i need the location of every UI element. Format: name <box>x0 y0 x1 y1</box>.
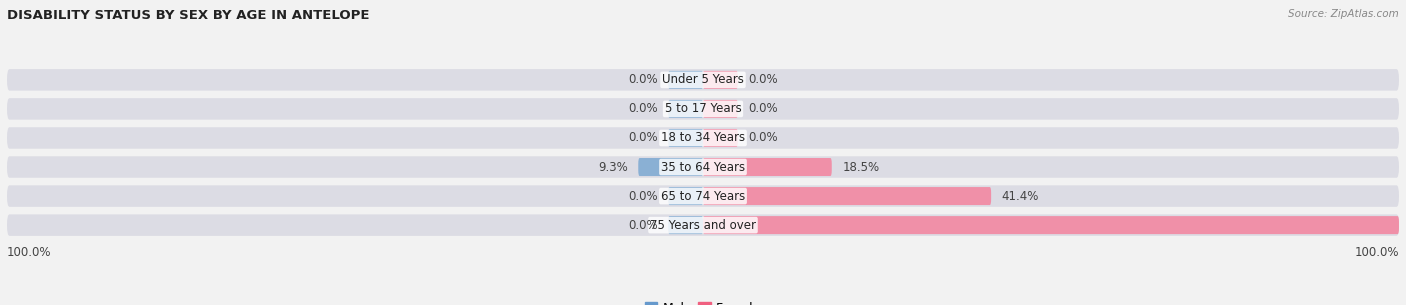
Text: Under 5 Years: Under 5 Years <box>662 74 744 86</box>
FancyBboxPatch shape <box>703 187 991 205</box>
Text: 65 to 74 Years: 65 to 74 Years <box>661 190 745 203</box>
Text: 0.0%: 0.0% <box>628 74 658 86</box>
FancyBboxPatch shape <box>703 100 738 118</box>
FancyBboxPatch shape <box>638 158 703 176</box>
FancyBboxPatch shape <box>7 185 1399 207</box>
FancyBboxPatch shape <box>668 187 703 205</box>
FancyBboxPatch shape <box>703 129 738 147</box>
FancyBboxPatch shape <box>7 214 1399 236</box>
FancyBboxPatch shape <box>668 216 703 234</box>
FancyBboxPatch shape <box>7 69 1399 91</box>
FancyBboxPatch shape <box>7 156 1399 178</box>
FancyBboxPatch shape <box>703 158 832 176</box>
Text: Source: ZipAtlas.com: Source: ZipAtlas.com <box>1288 9 1399 19</box>
FancyBboxPatch shape <box>7 98 1399 120</box>
Text: 0.0%: 0.0% <box>748 131 778 145</box>
FancyBboxPatch shape <box>703 216 1399 234</box>
FancyBboxPatch shape <box>7 127 1399 149</box>
Text: 18 to 34 Years: 18 to 34 Years <box>661 131 745 145</box>
FancyBboxPatch shape <box>703 71 738 89</box>
Text: 9.3%: 9.3% <box>598 160 628 174</box>
Text: 0.0%: 0.0% <box>628 131 658 145</box>
Text: 18.5%: 18.5% <box>842 160 879 174</box>
Text: 0.0%: 0.0% <box>748 74 778 86</box>
Text: 75 Years and over: 75 Years and over <box>650 219 756 231</box>
Text: 0.0%: 0.0% <box>748 102 778 115</box>
FancyBboxPatch shape <box>668 100 703 118</box>
Text: 41.4%: 41.4% <box>1001 190 1039 203</box>
Text: 35 to 64 Years: 35 to 64 Years <box>661 160 745 174</box>
Text: 100.0%: 100.0% <box>7 246 52 259</box>
Text: 0.0%: 0.0% <box>628 102 658 115</box>
Text: 0.0%: 0.0% <box>628 219 658 231</box>
Legend: Male, Female: Male, Female <box>645 302 761 305</box>
FancyBboxPatch shape <box>668 71 703 89</box>
Text: 5 to 17 Years: 5 to 17 Years <box>665 102 741 115</box>
Text: 0.0%: 0.0% <box>628 190 658 203</box>
FancyBboxPatch shape <box>668 129 703 147</box>
Text: 100.0%: 100.0% <box>1354 246 1399 259</box>
Text: DISABILITY STATUS BY SEX BY AGE IN ANTELOPE: DISABILITY STATUS BY SEX BY AGE IN ANTEL… <box>7 9 370 22</box>
